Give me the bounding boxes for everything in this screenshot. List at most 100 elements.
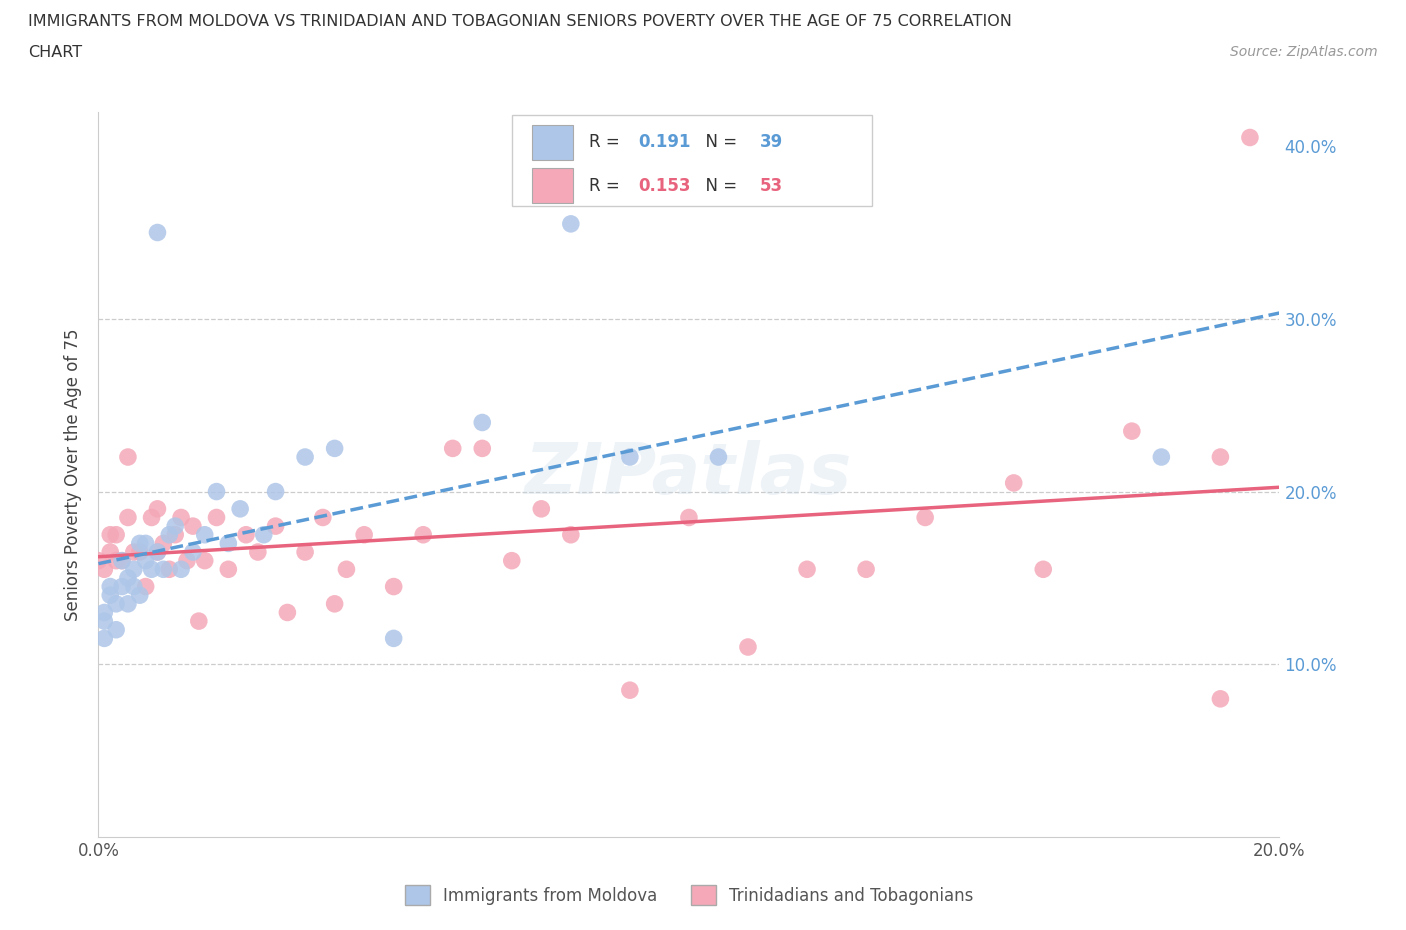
- Point: [165, 519, 187, 534]
- Point: [117, 449, 139, 464]
- Point: [117, 596, 139, 611]
- Point: [141, 510, 163, 525]
- Point: [560, 527, 582, 542]
- Point: [1121, 424, 1143, 439]
- Point: [678, 510, 700, 525]
- Text: 39: 39: [759, 133, 783, 152]
- FancyBboxPatch shape: [531, 125, 574, 160]
- Point: [1209, 691, 1232, 706]
- Point: [471, 415, 494, 430]
- Text: Source: ZipAtlas.com: Source: ZipAtlas.com: [1230, 45, 1378, 59]
- Point: [87, 553, 110, 568]
- Point: [93, 614, 115, 629]
- Point: [235, 527, 257, 542]
- Point: [152, 562, 174, 577]
- Point: [93, 562, 115, 577]
- Point: [93, 631, 115, 645]
- Point: [122, 545, 145, 560]
- Point: [229, 501, 252, 516]
- Point: [312, 510, 335, 525]
- FancyBboxPatch shape: [531, 168, 574, 203]
- Point: [146, 545, 169, 560]
- Text: 53: 53: [759, 177, 783, 194]
- Point: [105, 622, 128, 637]
- Point: [194, 527, 217, 542]
- Point: [294, 545, 316, 560]
- Point: [170, 562, 193, 577]
- Point: [117, 510, 139, 525]
- Point: [176, 553, 198, 568]
- Point: [276, 605, 298, 620]
- Point: [111, 553, 134, 568]
- Point: [141, 562, 163, 577]
- Point: [117, 570, 139, 585]
- Point: [796, 562, 818, 577]
- Point: [1032, 562, 1054, 577]
- Point: [122, 562, 145, 577]
- Point: [1150, 449, 1173, 464]
- FancyBboxPatch shape: [512, 115, 872, 206]
- Point: [264, 485, 287, 499]
- Text: R =: R =: [589, 177, 624, 194]
- Point: [501, 553, 523, 568]
- Point: [914, 510, 936, 525]
- Point: [855, 562, 877, 577]
- Point: [560, 217, 582, 232]
- Text: N =: N =: [695, 133, 742, 152]
- Point: [187, 614, 209, 629]
- Point: [181, 545, 204, 560]
- Point: [157, 562, 180, 577]
- Point: [105, 527, 128, 542]
- Point: [98, 588, 121, 603]
- Point: [707, 449, 730, 464]
- Point: [471, 441, 494, 456]
- Point: [323, 596, 346, 611]
- Point: [353, 527, 375, 542]
- Text: IMMIGRANTS FROM MOLDOVA VS TRINIDADIAN AND TOBAGONIAN SENIORS POVERTY OVER THE A: IMMIGRANTS FROM MOLDOVA VS TRINIDADIAN A…: [28, 14, 1012, 29]
- Point: [105, 553, 128, 568]
- Point: [246, 545, 269, 560]
- Point: [217, 562, 239, 577]
- Point: [146, 545, 169, 560]
- Point: [264, 519, 287, 534]
- Point: [98, 545, 121, 560]
- Point: [165, 527, 187, 542]
- Text: N =: N =: [695, 177, 742, 194]
- Point: [253, 527, 276, 542]
- Point: [111, 579, 134, 594]
- Point: [128, 536, 150, 551]
- Point: [530, 501, 553, 516]
- Point: [441, 441, 464, 456]
- Point: [1209, 449, 1232, 464]
- Legend: Immigrants from Moldova, Trinidadians and Tobagonians: Immigrants from Moldova, Trinidadians an…: [398, 879, 980, 912]
- Point: [382, 579, 405, 594]
- Point: [98, 579, 121, 594]
- Point: [146, 501, 169, 516]
- Point: [105, 596, 128, 611]
- Point: [170, 510, 193, 525]
- Point: [323, 441, 346, 456]
- Point: [122, 579, 145, 594]
- Point: [128, 545, 150, 560]
- Point: [152, 536, 174, 551]
- Point: [128, 588, 150, 603]
- Point: [135, 579, 157, 594]
- Text: 0.153: 0.153: [638, 177, 690, 194]
- Point: [146, 225, 169, 240]
- Text: R =: R =: [589, 133, 624, 152]
- Point: [1239, 130, 1261, 145]
- Point: [382, 631, 405, 645]
- Text: CHART: CHART: [28, 45, 82, 60]
- Point: [205, 510, 228, 525]
- Point: [737, 640, 759, 655]
- Y-axis label: Seniors Poverty Over the Age of 75: Seniors Poverty Over the Age of 75: [65, 328, 83, 620]
- Point: [135, 553, 157, 568]
- Point: [98, 527, 121, 542]
- Point: [294, 449, 316, 464]
- Point: [412, 527, 434, 542]
- Point: [335, 562, 357, 577]
- Point: [217, 536, 239, 551]
- Text: ZIPatlas: ZIPatlas: [526, 440, 852, 509]
- Point: [181, 519, 204, 534]
- Point: [194, 553, 217, 568]
